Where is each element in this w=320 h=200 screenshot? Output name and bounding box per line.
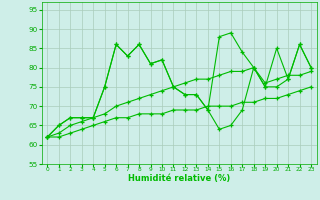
X-axis label: Humidité relative (%): Humidité relative (%) [128, 174, 230, 183]
